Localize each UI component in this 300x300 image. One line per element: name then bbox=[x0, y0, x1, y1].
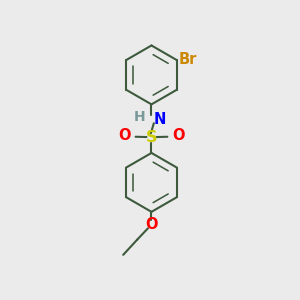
Text: S: S bbox=[146, 130, 157, 146]
Text: Br: Br bbox=[179, 52, 197, 67]
Text: H: H bbox=[134, 110, 145, 124]
Text: O: O bbox=[145, 217, 158, 232]
Text: O: O bbox=[118, 128, 130, 143]
Text: O: O bbox=[173, 128, 185, 143]
Text: N: N bbox=[154, 112, 166, 127]
